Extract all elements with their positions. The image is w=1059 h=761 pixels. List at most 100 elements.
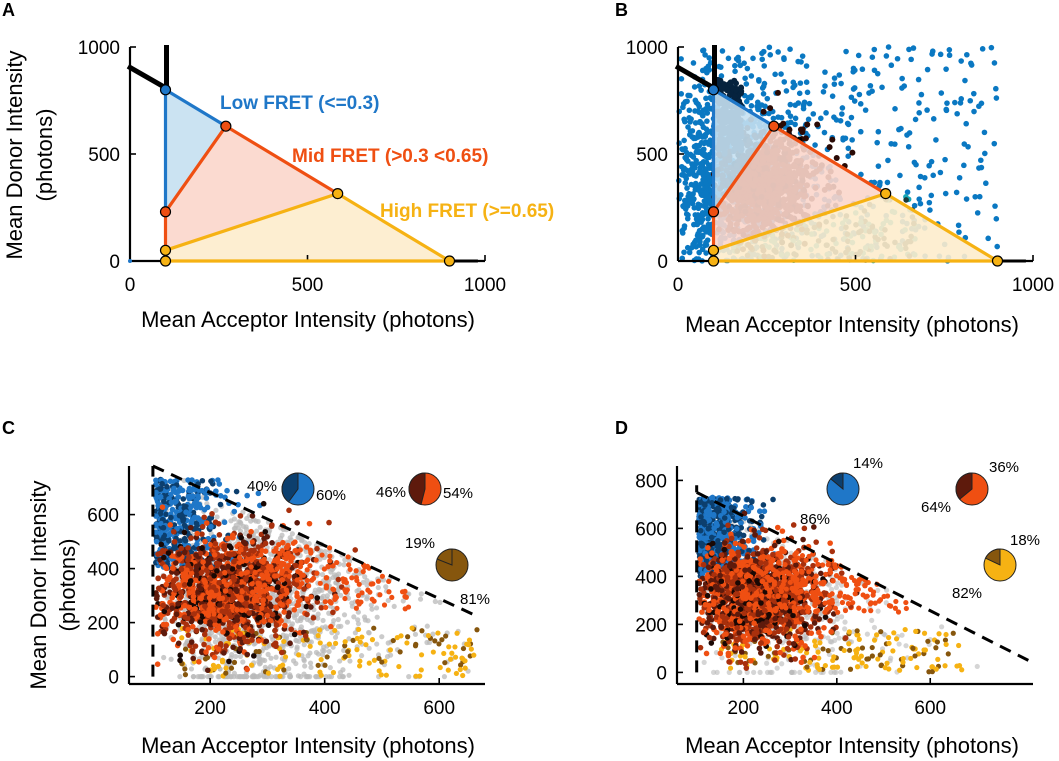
panel-b-point xyxy=(917,200,924,207)
panel-c-point xyxy=(342,654,348,660)
panel-c-point xyxy=(350,637,356,643)
panel-b-point xyxy=(978,157,984,164)
panel-b-point xyxy=(908,56,914,63)
panel-c-point xyxy=(302,663,308,669)
panel-b-point xyxy=(706,154,713,161)
panel-c-point xyxy=(371,625,377,631)
panel-b-point xyxy=(967,97,974,104)
panel-c-point xyxy=(404,640,410,646)
panel-c-point xyxy=(288,626,295,633)
panel-b-point xyxy=(826,144,833,151)
panel-c-point xyxy=(258,628,265,634)
panel-c-point xyxy=(445,667,451,673)
panel-c-point xyxy=(376,668,382,674)
panel-b-point xyxy=(775,49,781,55)
panel-b-point xyxy=(856,91,863,98)
panel-b-point xyxy=(703,65,709,72)
panel-c-point xyxy=(417,596,424,602)
panel-c-point xyxy=(335,616,341,623)
panel-c-point xyxy=(460,672,466,679)
panel-b-point xyxy=(845,145,852,152)
panel-b-point xyxy=(956,229,962,235)
panel-b-point xyxy=(691,84,698,90)
panel-c-point xyxy=(171,485,177,492)
panel-b-point xyxy=(742,75,748,82)
panel-c-point xyxy=(371,657,377,663)
panel-b-point xyxy=(937,169,944,176)
panel-c-point xyxy=(163,581,170,588)
panel-c-point xyxy=(204,504,211,511)
panel-c-point xyxy=(179,487,186,494)
panel-b-point xyxy=(678,56,684,62)
panel-c-point xyxy=(178,589,184,595)
panel-c-point xyxy=(291,612,297,618)
panel-c-point xyxy=(182,537,189,544)
panel-c-point xyxy=(323,574,330,581)
panel-c-point xyxy=(233,488,240,495)
panel-b-point xyxy=(994,243,1001,250)
panel-a-x-tick-label: 1000 xyxy=(464,275,506,296)
panel-c-point xyxy=(375,584,381,591)
panel-b-point xyxy=(926,199,933,206)
panel-b-point xyxy=(732,87,739,94)
panel-b-point xyxy=(691,239,698,246)
panel-b-point xyxy=(762,103,768,110)
panel-c-point xyxy=(332,634,339,640)
panel-b-point xyxy=(695,205,702,212)
panel-c-point xyxy=(301,671,307,677)
panel-b-point xyxy=(698,169,704,176)
panel-c-point xyxy=(332,627,338,634)
panel-c-point xyxy=(260,657,266,663)
panel-c-point xyxy=(269,540,275,546)
panel-b-point xyxy=(963,196,970,202)
panel-b-point xyxy=(855,52,862,59)
panel-b-point xyxy=(982,150,988,157)
panel-a-gate-vertex xyxy=(159,244,172,256)
panel-b-point xyxy=(718,73,725,79)
panel-b-point xyxy=(732,62,738,69)
panel-c-point xyxy=(446,644,452,650)
panel-c-point xyxy=(273,654,279,660)
panel-b-point xyxy=(706,230,713,236)
panel-b-point xyxy=(988,44,995,51)
panel-b-point xyxy=(786,126,793,133)
panel-c-point xyxy=(208,523,214,530)
panel-c-point xyxy=(160,573,167,580)
panel-c-point xyxy=(245,631,251,638)
panel-c-point xyxy=(190,655,197,662)
panel-b-point xyxy=(888,62,895,69)
panel-b-point xyxy=(732,68,738,75)
panel-c-point xyxy=(462,665,468,671)
panel-a-x-axis-label: Mean Acceptor Intensity (photons) xyxy=(141,307,475,332)
panel-b-point xyxy=(851,98,858,104)
panel-b-point xyxy=(874,139,880,146)
panel-a-y-tick-label: 1000 xyxy=(78,38,120,59)
panel-c-point xyxy=(351,614,357,620)
panel-c-point xyxy=(354,647,360,653)
panel-b-gate-vertex xyxy=(991,255,1004,267)
panel-c-point xyxy=(363,642,369,648)
panel-b-point xyxy=(686,107,693,114)
panel-c-point xyxy=(430,631,436,637)
panel-b-point xyxy=(993,216,1000,222)
panel-b-point xyxy=(884,179,891,186)
panel-b-point xyxy=(796,90,803,97)
panel-c-point xyxy=(175,640,182,647)
panel-c-point xyxy=(261,673,267,679)
panel-b-point xyxy=(805,116,812,123)
panel-c-point xyxy=(364,594,370,600)
panel-b-point xyxy=(697,238,703,245)
panel-b-point xyxy=(690,197,697,203)
panel-c-point xyxy=(311,629,317,635)
panel-b-point xyxy=(743,81,750,87)
panel-b-point xyxy=(760,48,767,55)
panel-b-point xyxy=(985,235,991,242)
panel-c-point xyxy=(217,493,224,499)
panel-c-point xyxy=(237,653,244,659)
panel-b-point xyxy=(684,185,690,191)
panel-c-point xyxy=(418,591,424,597)
panel-b-point xyxy=(869,54,876,60)
